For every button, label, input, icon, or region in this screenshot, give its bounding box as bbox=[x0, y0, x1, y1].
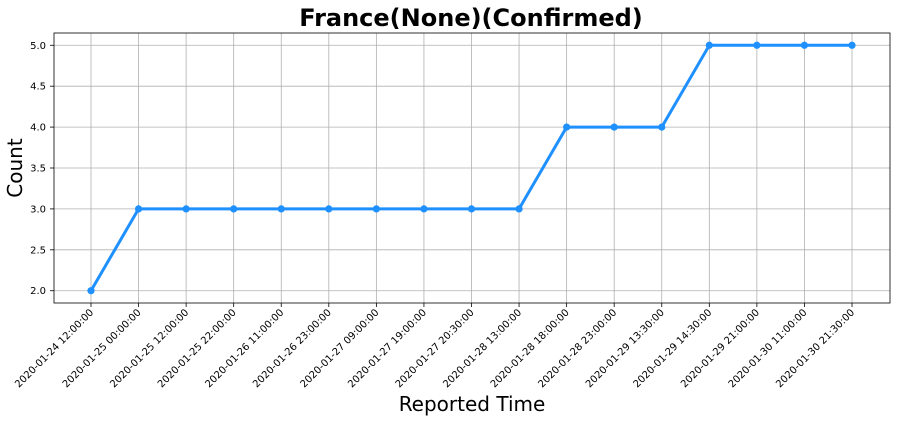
x-tick-label: 2020-01-29 13:30:00 bbox=[584, 307, 667, 390]
data-point bbox=[134, 205, 143, 213]
data-point bbox=[372, 205, 380, 213]
data-point bbox=[87, 287, 95, 295]
y-axis-ticks: 2.0 2.5 3.0 3.5 4.0 4.5 5.0 bbox=[30, 41, 54, 297]
x-tick-label: 2020-01-28 23:00:00 bbox=[536, 307, 619, 390]
data-point bbox=[563, 123, 571, 131]
y-tick-label: 4.5 bbox=[30, 82, 46, 93]
data-point bbox=[800, 41, 809, 49]
data-point bbox=[182, 205, 190, 213]
data-point bbox=[753, 41, 761, 49]
data-point bbox=[705, 41, 713, 49]
x-tick-label: 2020-01-25 12:00:00 bbox=[108, 307, 191, 390]
y-tick-label: 2.5 bbox=[30, 245, 46, 256]
x-tick-label: 2020-01-26 23:00:00 bbox=[251, 307, 334, 390]
plot-frame bbox=[53, 32, 891, 304]
x-tick-label: 2020-01-28 18:00:00 bbox=[489, 307, 572, 390]
x-tick-label: 2020-01-25 00:00:00 bbox=[61, 307, 144, 390]
y-tick-label: 3.0 bbox=[30, 204, 46, 215]
data-point bbox=[230, 205, 238, 213]
x-tick-label: 2020-01-25 22:00:00 bbox=[156, 307, 239, 390]
data-point bbox=[420, 205, 428, 213]
x-tick-label: 2020-01-29 21:00:00 bbox=[679, 307, 762, 390]
data-point bbox=[467, 205, 476, 213]
data-point bbox=[610, 123, 618, 131]
grid bbox=[54, 33, 890, 303]
x-tick-label: 2020-01-28 13:00:00 bbox=[441, 307, 524, 390]
x-tick-label: 2020-01-29 14:30:00 bbox=[632, 307, 715, 390]
y-tick-label: 2.0 bbox=[30, 286, 46, 297]
y-tick-label: 5.0 bbox=[30, 41, 46, 52]
y-axis-label: Count bbox=[3, 138, 27, 198]
x-tick-label: 2020-01-26 11:00:00 bbox=[203, 307, 286, 390]
series bbox=[87, 41, 856, 295]
data-point bbox=[515, 205, 523, 213]
data-point bbox=[325, 205, 333, 213]
x-tick-label: 2020-01-27 09:00:00 bbox=[299, 307, 382, 390]
chart-title: France(None)(Confirmed) bbox=[299, 4, 643, 32]
data-point bbox=[848, 41, 856, 49]
x-tick-label: 2020-01-24 12:00:00 bbox=[13, 307, 96, 390]
x-axis-label: Reported Time bbox=[399, 392, 546, 416]
y-tick-label: 3.5 bbox=[30, 164, 46, 175]
y-tick-label: 4.0 bbox=[30, 123, 46, 134]
x-tick-label: 2020-01-30 11:00:00 bbox=[727, 307, 810, 390]
x-tick-label: 2020-01-27 20:30:00 bbox=[394, 307, 477, 390]
x-tick-label: 2020-01-30 21:30:00 bbox=[774, 307, 857, 390]
x-tick-label: 2020-01-27 19:00:00 bbox=[346, 307, 429, 390]
data-point bbox=[658, 123, 666, 131]
data-point bbox=[277, 205, 285, 213]
